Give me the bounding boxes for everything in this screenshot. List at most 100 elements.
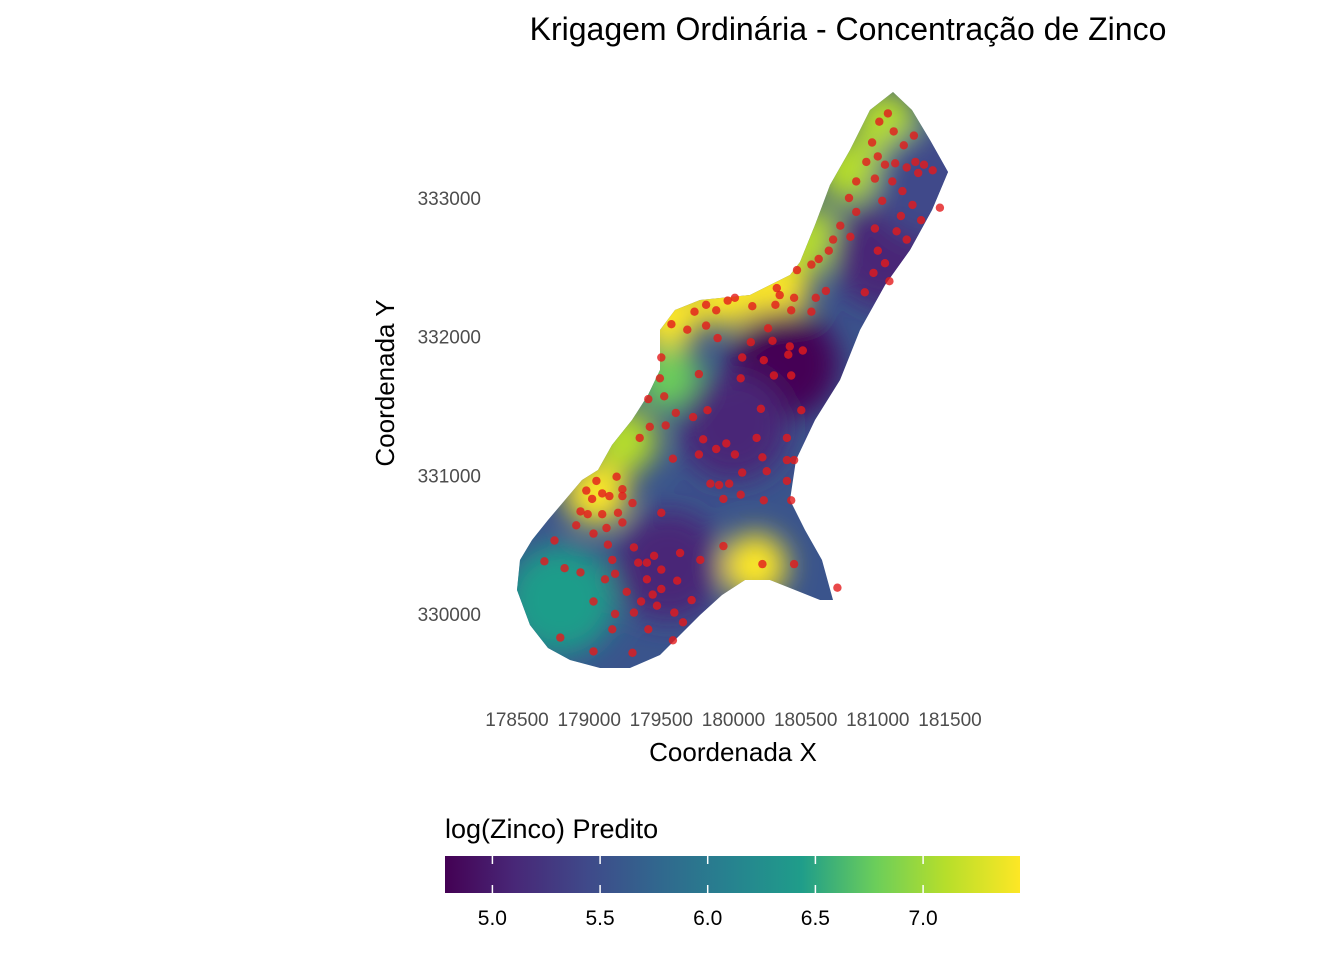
observation-point xyxy=(789,559,799,569)
observation-point xyxy=(919,160,929,169)
legend-tick-label: 5.5 xyxy=(585,907,614,930)
observation-point xyxy=(694,450,704,459)
observation-point xyxy=(628,498,637,508)
observation-point xyxy=(789,293,799,302)
observation-point xyxy=(798,346,807,355)
observation-point xyxy=(899,141,908,150)
observation-point xyxy=(873,152,882,161)
observation-point xyxy=(833,583,842,592)
observation-point xyxy=(628,648,637,657)
observation-point xyxy=(875,117,884,126)
observation-point xyxy=(898,186,907,196)
observation-point xyxy=(719,541,728,551)
observation-point xyxy=(759,356,768,365)
color-legend: log(Zinco) Predito 5.0 5.5 6.0 6.5 7.0 xyxy=(445,814,1020,930)
observation-point xyxy=(605,491,614,501)
observation-point xyxy=(675,548,685,558)
observation-point xyxy=(629,543,639,552)
prediction-hotspot-1 xyxy=(593,408,658,473)
observation-point xyxy=(649,551,659,560)
observation-point xyxy=(782,476,792,486)
observation-point xyxy=(758,453,767,462)
legend-colorbar xyxy=(445,856,1020,893)
observation-point xyxy=(642,558,652,567)
observation-point xyxy=(763,324,773,333)
legend-title: log(Zinco) Predito xyxy=(445,814,658,844)
observation-point xyxy=(648,590,657,599)
observation-point xyxy=(572,521,581,530)
observation-point xyxy=(870,224,880,233)
observation-point xyxy=(629,608,639,617)
observation-point xyxy=(608,555,617,565)
observation-point xyxy=(789,455,799,465)
observation-point xyxy=(869,268,878,278)
observation-point xyxy=(671,408,680,418)
x-tick-label: 180000 xyxy=(702,710,765,731)
observation-point xyxy=(645,422,654,431)
observation-point xyxy=(785,342,794,351)
observation-point xyxy=(762,467,771,476)
observation-point xyxy=(706,479,715,488)
observation-point xyxy=(870,174,880,183)
observation-point xyxy=(811,293,820,302)
observation-point xyxy=(725,479,734,488)
observation-point xyxy=(888,177,897,186)
legend-tick-label: 6.0 xyxy=(693,907,722,930)
y-tick-label: 332000 xyxy=(418,328,481,349)
observation-point xyxy=(613,508,623,517)
observation-point xyxy=(885,277,894,286)
observation-point xyxy=(582,486,591,495)
observation-point xyxy=(758,559,767,569)
observation-point xyxy=(908,200,917,210)
x-tick-label: 179000 xyxy=(557,710,620,731)
observation-point xyxy=(635,433,644,443)
observation-point xyxy=(852,207,861,217)
observation-point xyxy=(587,494,597,504)
observation-point xyxy=(902,163,911,172)
observation-point xyxy=(583,510,592,519)
observation-point xyxy=(911,157,920,167)
observation-point xyxy=(730,450,740,459)
observation-point xyxy=(824,246,833,255)
legend-tick-label: 6.5 xyxy=(801,907,830,930)
observation-point xyxy=(657,508,666,517)
observation-point xyxy=(797,406,806,415)
observation-point xyxy=(610,609,620,619)
observation-point xyxy=(655,374,665,383)
observation-point xyxy=(935,203,945,212)
observation-point xyxy=(668,636,678,645)
observation-point xyxy=(592,476,601,486)
observation-point xyxy=(846,232,855,241)
x-axis-ticks: 178500 179000 179500 180000 180500 181000 1815… xyxy=(485,710,981,731)
observation-point xyxy=(736,374,745,383)
observation-point xyxy=(688,412,698,422)
observation-point xyxy=(889,127,898,136)
observation-point xyxy=(814,254,823,264)
observation-point xyxy=(598,489,607,498)
observation-point xyxy=(844,193,854,203)
observation-point xyxy=(883,109,893,118)
observation-point xyxy=(576,568,585,577)
observation-point xyxy=(644,394,653,404)
observation-point xyxy=(916,216,926,225)
observation-point xyxy=(928,166,937,175)
observation-point xyxy=(862,157,871,167)
observation-point xyxy=(556,633,565,642)
prediction-hotspot-4 xyxy=(694,263,759,328)
observation-point xyxy=(598,510,607,519)
observation-point xyxy=(550,536,559,545)
observation-point xyxy=(746,338,755,347)
observation-point xyxy=(756,404,766,413)
observation-point xyxy=(589,529,598,538)
observation-point xyxy=(713,333,722,343)
observation-point xyxy=(670,608,679,617)
x-tick-label: 178500 xyxy=(485,710,548,731)
observation-point xyxy=(828,235,838,244)
prediction-hotspot-12 xyxy=(613,510,724,621)
observation-point xyxy=(775,290,784,300)
observation-point xyxy=(807,307,816,316)
observation-point xyxy=(668,454,678,463)
observation-point xyxy=(807,260,816,269)
observation-point xyxy=(696,555,705,565)
